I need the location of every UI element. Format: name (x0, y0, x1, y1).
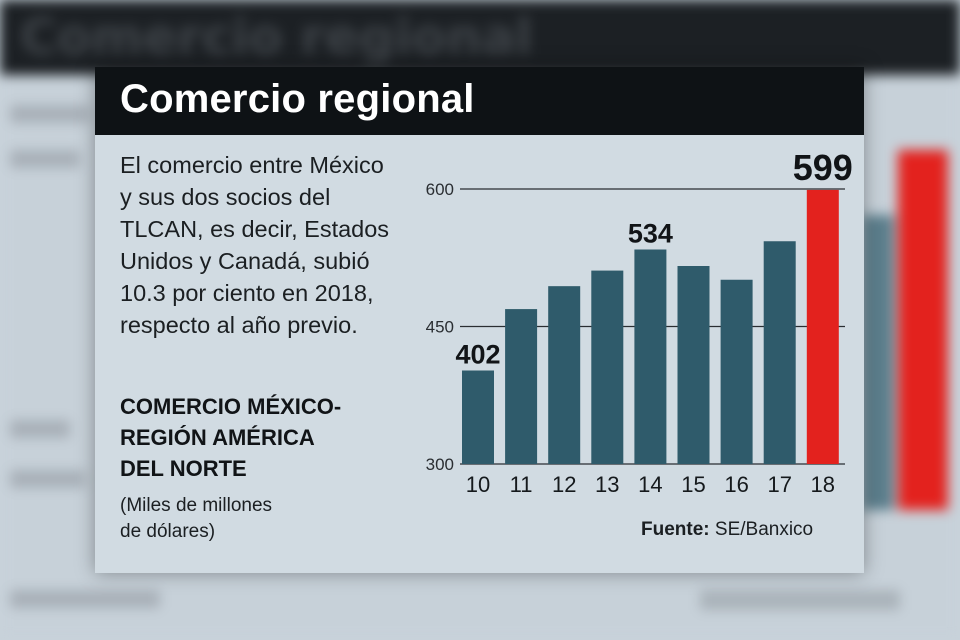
infographic-card: Comercio regional El comercio entre Méxi… (95, 67, 864, 573)
source-label: Fuente: (641, 519, 710, 540)
background-text-line (10, 105, 90, 123)
x-tick-label: 10 (466, 472, 490, 497)
bar (806, 189, 839, 464)
card-title: Comercio regional (120, 77, 475, 121)
bar (763, 241, 796, 464)
data-label: 534 (628, 219, 673, 249)
bar-chart: 300 450 600 10 11 12 13 14 15 16 17 18 402 534 599 (426, 147, 853, 497)
data-label: 402 (455, 340, 500, 370)
card-header: Comercio regional (95, 67, 864, 135)
x-tick-label: 17 (767, 472, 791, 497)
x-tick-label: 18 (811, 472, 835, 497)
background-highlight-bar (898, 150, 948, 510)
bar (591, 270, 624, 464)
units-note: (Miles de millones de dólares) (120, 493, 340, 545)
bar (548, 286, 581, 464)
units-line: de dólares) (120, 521, 216, 542)
units-line: (Miles de millones (120, 495, 273, 516)
chart-title: COMERCIO MÉXICO- REGIÓN AMÉRICA DEL NORT… (120, 391, 400, 484)
background-header-bar (0, 0, 960, 75)
x-tick-label: 15 (681, 472, 705, 497)
bar (720, 279, 753, 464)
y-tick-label: 300 (426, 455, 454, 474)
source-note: Fuente: SE/Banxico (641, 519, 813, 541)
x-tick-label: 14 (638, 472, 662, 497)
background-bar (862, 215, 894, 510)
chart-title-line: COMERCIO MÉXICO- (120, 394, 342, 419)
x-tick-label: 13 (595, 472, 619, 497)
x-tick-label: 16 (724, 472, 748, 497)
y-tick-label: 450 (426, 318, 454, 337)
chart-title-line: DEL NORTE (120, 456, 247, 481)
background-footer-text (700, 590, 900, 610)
bar (677, 266, 710, 464)
background-title: Comercio regional (20, 8, 533, 66)
background-text-line (10, 150, 80, 168)
chart-title-line: REGIÓN AMÉRICA (120, 425, 315, 450)
source-value: SE/Banxico (714, 519, 814, 540)
bar (634, 249, 667, 464)
description-text: El comercio entre México y sus dos socio… (120, 152, 390, 338)
bar (462, 370, 494, 464)
bar (505, 309, 538, 464)
x-tick-label: 12 (552, 472, 576, 497)
x-tick-label: 11 (510, 472, 533, 497)
data-label: 599 (793, 147, 853, 188)
background-text-line (10, 470, 85, 488)
background-text-line (10, 590, 160, 608)
y-tick-label: 600 (426, 180, 454, 199)
background-text-line (10, 420, 70, 438)
